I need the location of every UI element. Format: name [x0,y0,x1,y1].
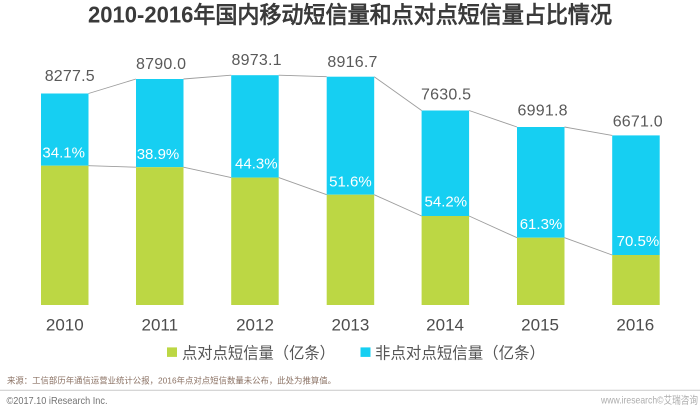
svg-text:点对点短信量（亿条）: 点对点短信量（亿条） [182,345,335,363]
svg-text:©2017.10 iResearch Inc.: ©2017.10 iResearch Inc. [7,395,108,407]
svg-text:54.2%: 54.2% [425,193,468,210]
svg-text:70.5%: 70.5% [617,233,660,250]
svg-text:34.1%: 34.1% [42,144,85,161]
svg-text:8277.5: 8277.5 [45,68,95,85]
svg-text:2016: 2016 [616,315,654,334]
svg-text:44.3%: 44.3% [235,155,278,172]
svg-text:2014: 2014 [426,315,464,334]
svg-text:51.6%: 51.6% [329,173,372,190]
svg-text:6991.8: 6991.8 [518,102,568,119]
svg-text:7630.5: 7630.5 [421,86,471,103]
svg-text:2013: 2013 [331,315,369,334]
svg-text:2010-2016年国内移动短信量和点对点短信量占比情况: 2010-2016年国内移动短信量和点对点短信量占比情况 [88,1,612,27]
svg-text:2010: 2010 [46,315,84,334]
svg-text:来源：工信部历年通信运营业统计公报，2016年点对点短信数量: 来源：工信部历年通信运营业统计公报，2016年点对点短信数量未公布，此处为推算值… [7,376,336,386]
svg-text:非点对点短信量（亿条）: 非点对点短信量（亿条） [375,345,545,363]
svg-text:8916.7: 8916.7 [327,54,377,71]
svg-text:2011: 2011 [142,315,179,334]
svg-text:2012: 2012 [236,315,274,334]
svg-text:8790.0: 8790.0 [136,56,186,73]
svg-text:61.3%: 61.3% [520,216,563,233]
svg-text:6671.0: 6671.0 [613,114,663,131]
svg-text:8973.1: 8973.1 [232,52,282,69]
svg-text:38.9%: 38.9% [137,146,180,163]
svg-text:www.iresearch©艾瑞咨询: www.iresearch©艾瑞咨询 [600,394,698,407]
svg-text:2015: 2015 [521,315,559,334]
